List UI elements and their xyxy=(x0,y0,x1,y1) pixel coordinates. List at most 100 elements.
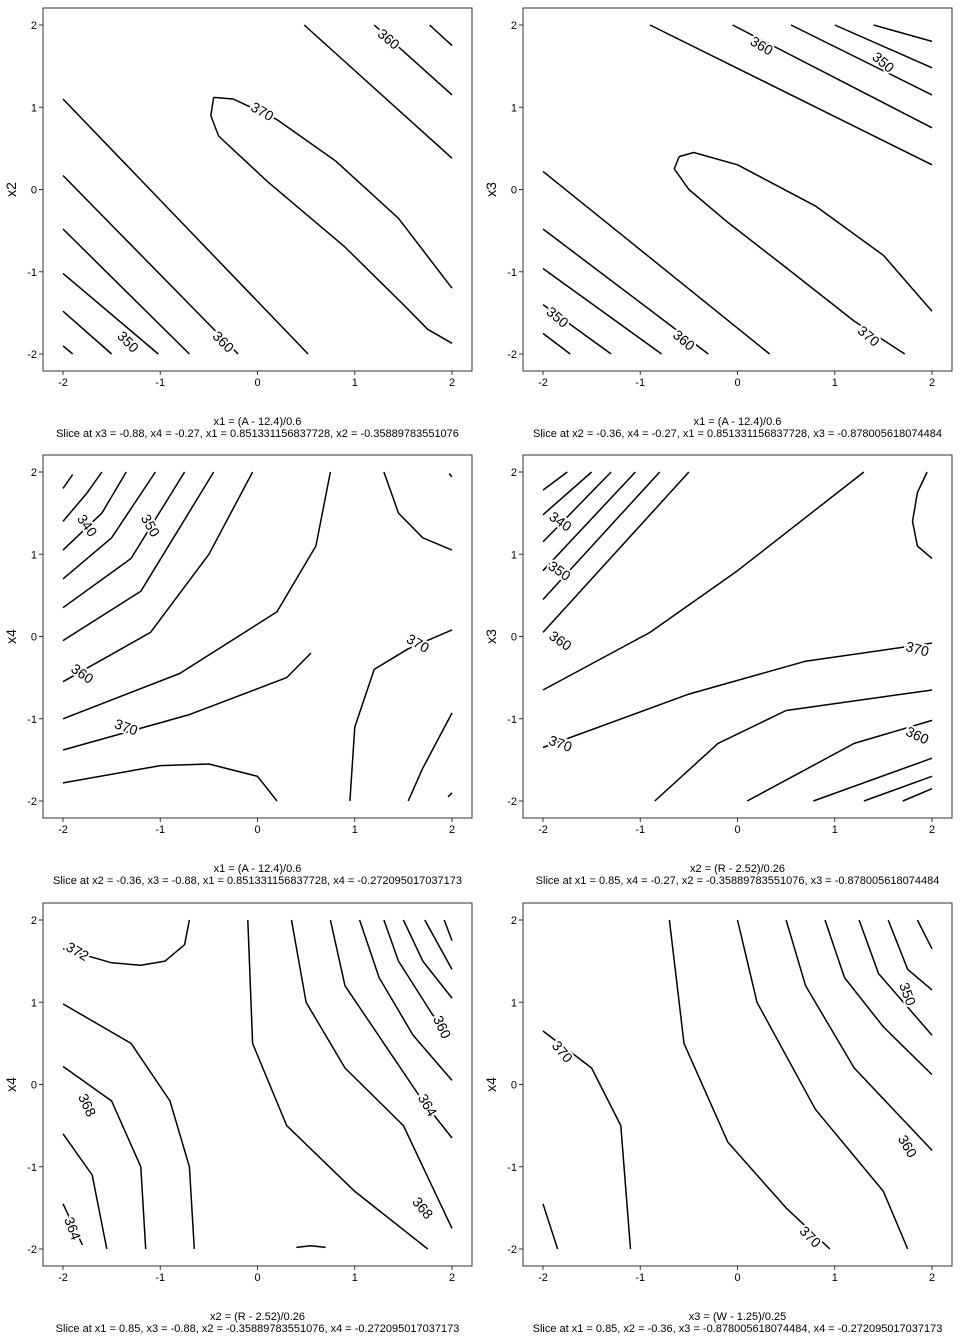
y-tick-label: 2 xyxy=(511,915,517,927)
x-tick-label: 1 xyxy=(352,1272,358,1284)
contour-line xyxy=(542,228,709,355)
contour-level-label: 368 xyxy=(75,1091,99,1119)
contour-level-label: 370 xyxy=(404,630,432,656)
y-tick-label: -2 xyxy=(507,796,517,808)
contour-level-label: 350 xyxy=(896,980,919,1008)
y-axis-label: x4 xyxy=(483,1077,499,1092)
y-tick-label: -2 xyxy=(27,349,37,361)
x-tick-label: -2 xyxy=(58,377,68,389)
y-tick-label: -2 xyxy=(27,796,37,808)
contour-level-label: 360 xyxy=(748,33,776,59)
y-tick-label: -1 xyxy=(27,714,37,726)
contour-line xyxy=(429,24,453,47)
contour-level-label: 360 xyxy=(903,723,931,747)
slice-caption: Slice at x1 = 0.85, x2 = -0.36, x3 = -0.… xyxy=(533,1323,943,1335)
x-tick-label: -2 xyxy=(538,377,548,389)
y-tick-label: 1 xyxy=(31,549,37,561)
y-axis-label: x2 xyxy=(3,182,19,197)
panel-border xyxy=(522,902,953,1267)
contour-panel: -2 -1 0 1 2 -2 -1 0 1 2 370 350 360 370 x4 x3 = (W - 1.… xyxy=(483,902,953,1335)
contour-line xyxy=(62,1203,84,1246)
x-tick-label: 2 xyxy=(449,377,455,389)
contour-line xyxy=(542,471,568,491)
contour-line xyxy=(736,919,909,1250)
contour-line xyxy=(62,272,159,355)
contour-level-label: 360 xyxy=(546,627,574,654)
y-tick-label: 0 xyxy=(511,1080,517,1092)
y-tick-label: 0 xyxy=(511,632,517,644)
x-tick-label: 2 xyxy=(929,824,935,836)
y-tick-label: 2 xyxy=(511,467,517,479)
y-tick-label: 2 xyxy=(31,467,37,479)
contour-line xyxy=(542,267,663,355)
contour-line xyxy=(303,24,453,159)
contour-line xyxy=(62,471,332,720)
y-tick-label: -1 xyxy=(507,714,517,726)
contour-line xyxy=(62,763,278,802)
x-axis-label: x2 = (R - 2.52)/0.26 xyxy=(210,1311,305,1323)
x-tick-label: 2 xyxy=(449,1272,455,1284)
contour-level-label: 370 xyxy=(855,322,883,349)
contour-line xyxy=(542,471,636,572)
contour-line xyxy=(62,1133,108,1250)
contour-level-label: 360 xyxy=(430,1013,454,1041)
x-axis-label: x1 = (A - 12.4)/0.6 xyxy=(694,416,782,428)
contour-level-label: 370 xyxy=(797,1223,825,1251)
y-axis-label: x4 xyxy=(3,629,19,644)
y-tick-label: 2 xyxy=(31,915,37,927)
x-tick-label: 1 xyxy=(352,824,358,836)
contour-line xyxy=(542,1030,632,1250)
contour-line xyxy=(62,471,254,683)
contour-line xyxy=(62,1003,196,1250)
contour-line xyxy=(673,156,906,355)
x-tick-label: -2 xyxy=(538,824,548,836)
contour-line xyxy=(542,471,612,543)
contour-line xyxy=(62,474,74,489)
y-tick-label: -2 xyxy=(27,1244,37,1256)
contour-line xyxy=(62,345,74,355)
contour-line xyxy=(790,24,933,96)
contour-line xyxy=(824,919,933,1076)
x-tick-label: 2 xyxy=(929,377,935,389)
y-axis-label: x4 xyxy=(3,1077,19,1092)
x-axis-label: x1 = (A - 12.4)/0.6 xyxy=(214,863,302,875)
slice-caption: Slice at x1 = 0.85, x4 = -0.27, x2 = -0.… xyxy=(536,875,940,887)
contour-line xyxy=(402,919,453,999)
contour-level-label: 350 xyxy=(138,511,164,539)
contour-line xyxy=(834,24,933,69)
x-axis-label: x3 = (W - 1.25)/0.25 xyxy=(689,1311,787,1323)
x-tick-label: -1 xyxy=(155,377,165,389)
x-tick-label: -1 xyxy=(155,824,165,836)
contour-line xyxy=(902,788,933,802)
contour-line xyxy=(542,471,690,633)
panel-border xyxy=(42,902,473,1267)
y-tick-label: 0 xyxy=(31,632,37,644)
x-tick-label: 2 xyxy=(449,824,455,836)
x-axis-label: x1 = (A - 12.4)/0.6 xyxy=(214,416,302,428)
contour-level-label: 364 xyxy=(61,1215,84,1243)
contour-line xyxy=(62,98,309,355)
y-tick-label: -1 xyxy=(27,1162,37,1174)
x-tick-label: -1 xyxy=(155,1272,165,1284)
contour-level-label: 360 xyxy=(670,326,698,353)
y-axis-label: x3 xyxy=(483,182,499,197)
contour-line xyxy=(678,151,933,312)
contour-line xyxy=(373,24,453,96)
x-tick-label: 1 xyxy=(832,824,838,836)
contour-level-label: 368 xyxy=(409,1194,436,1222)
y-tick-label: 0 xyxy=(31,1080,37,1092)
y-tick-label: 1 xyxy=(31,102,37,114)
contour-line xyxy=(62,174,239,355)
contour-line xyxy=(62,310,113,355)
contour-line xyxy=(649,24,933,166)
x-tick-label: 1 xyxy=(832,377,838,389)
y-tick-label: 0 xyxy=(31,185,37,197)
contour-line xyxy=(542,471,593,516)
contour-panel: -2 -1 0 1 2 -2 -1 0 1 2 340 350 360 370 370 360 x3 x2 = (… xyxy=(483,454,953,887)
contour-line xyxy=(732,24,933,129)
x-tick-label: 0 xyxy=(254,1272,260,1284)
panel-border xyxy=(522,454,953,819)
contour-line xyxy=(542,642,933,749)
contour-level-label: 350 xyxy=(869,48,897,75)
y-tick-label: 2 xyxy=(31,20,37,32)
